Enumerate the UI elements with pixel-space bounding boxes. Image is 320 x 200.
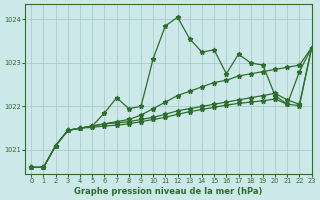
X-axis label: Graphe pression niveau de la mer (hPa): Graphe pression niveau de la mer (hPa) — [74, 187, 263, 196]
